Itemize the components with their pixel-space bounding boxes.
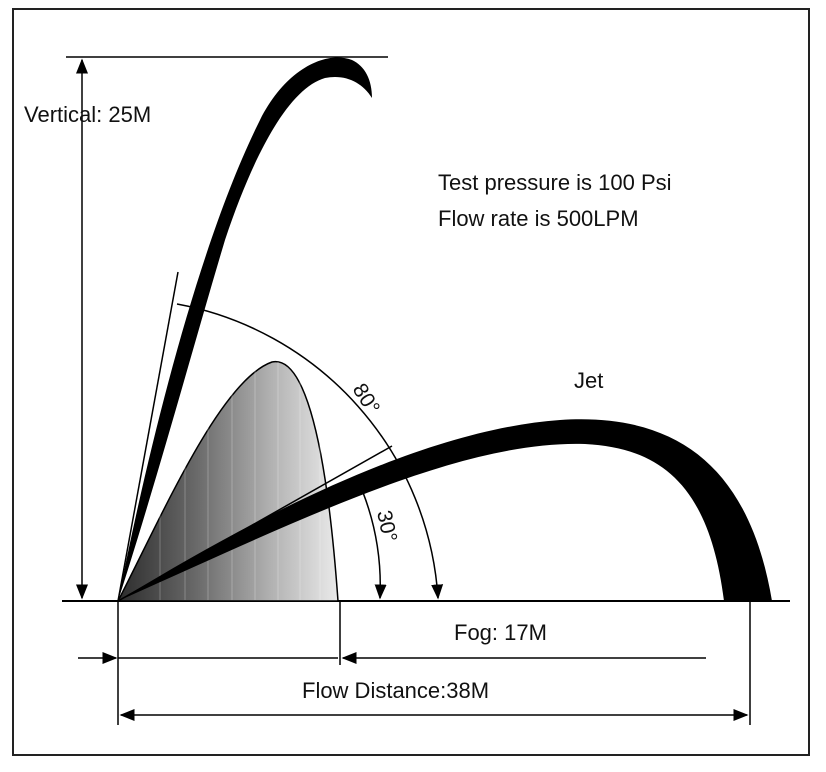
- angle-line-80: [117, 271, 179, 602]
- horizontal-jet-stream: [118, 419, 772, 601]
- vertical-jet-stream: [118, 57, 372, 601]
- fog-bands: [159, 362, 321, 600]
- vertical-label: Vertical: 25M: [24, 102, 151, 127]
- fog-label: Fog: 17M: [454, 620, 547, 645]
- test-pressure-label: Test pressure is 100 Psi: [438, 170, 672, 195]
- arc-30: [355, 475, 387, 600]
- flow-distance-label: Flow Distance:38M: [302, 678, 489, 703]
- flow-rate-label: Flow rate is 500LPM: [438, 206, 639, 231]
- diagram-frame: [12, 8, 810, 756]
- angle-80-label: 80°: [348, 379, 384, 418]
- jet-label: Jet: [574, 368, 603, 393]
- fog-spray-shape: [116, 360, 339, 602]
- angle-line-30: [117, 445, 393, 602]
- arc-80: [176, 303, 444, 600]
